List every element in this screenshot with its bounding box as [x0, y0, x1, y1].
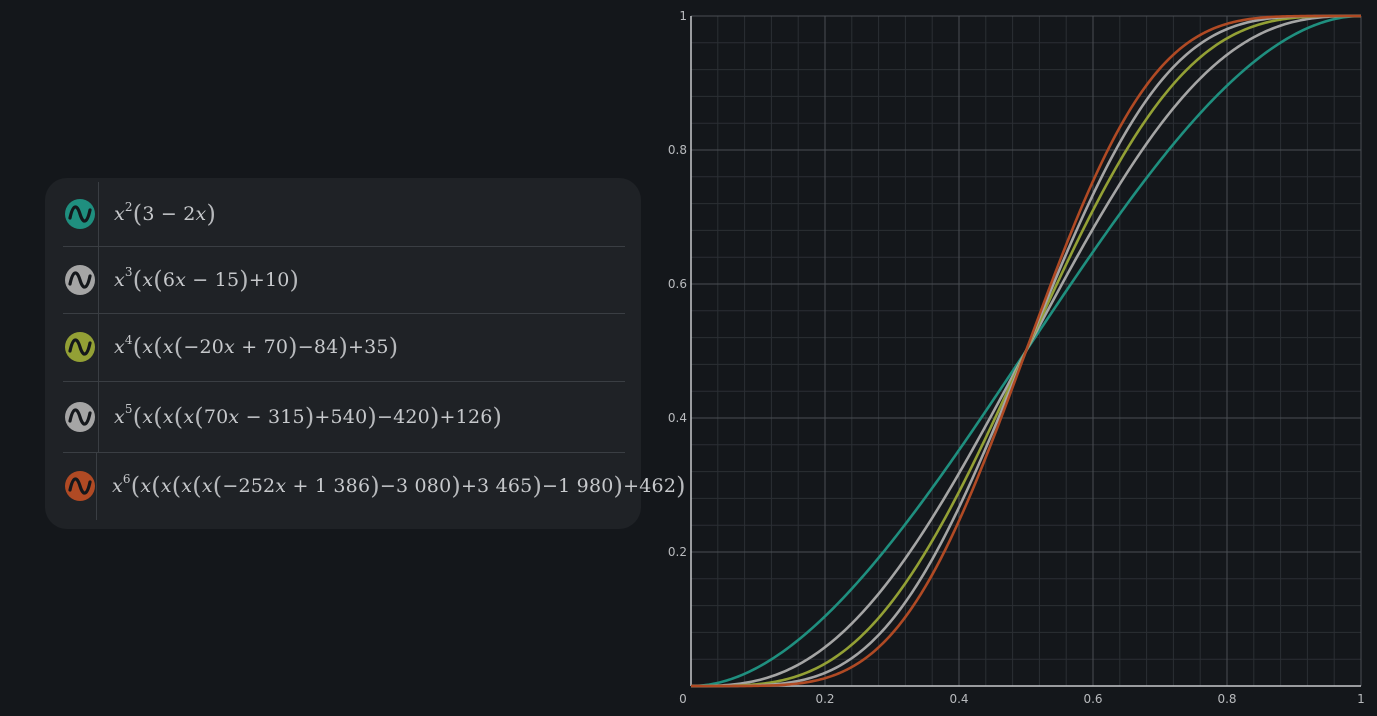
expression-row[interactable]: x5(x(x(x(70x − 315)+540)−420)+126) [63, 381, 625, 453]
series-line [691, 14, 1361, 688]
wave-icon[interactable] [64, 264, 96, 296]
expression-row[interactable]: x6(x(x(x(x(−252x + 1 386)−3 080)+3 465)−… [63, 452, 686, 520]
expression-icon-cell[interactable] [63, 313, 99, 381]
series-line [690, 14, 1362, 688]
x-tick-label: 1 [1357, 692, 1365, 706]
series-line [691, 14, 1361, 688]
expression-icon-cell[interactable] [63, 452, 97, 520]
expression-formula[interactable]: x4(x(x(−20x + 70)−84)+35) [114, 332, 399, 361]
expression-row[interactable]: x4(x(x(−20x + 70)−84)+35) [63, 313, 625, 382]
x-tick-label: 0.4 [949, 692, 968, 706]
y-tick-label: 1 [679, 9, 687, 23]
y-tick-label: 0.2 [668, 545, 687, 559]
expression-formula[interactable]: x6(x(x(x(x(−252x + 1 386)−3 080)+3 465)−… [112, 471, 686, 500]
expression-formula[interactable]: x2(3 − 2x) [114, 199, 217, 228]
expression-list-panel: x2(3 − 2x) x3(x(6x − 15)+10) x4(x(x(−20x… [45, 178, 686, 529]
wave-icon[interactable] [64, 198, 96, 230]
wave-icon[interactable] [64, 401, 96, 433]
wave-icon[interactable] [64, 331, 96, 363]
x-tick-label: 0.2 [815, 692, 834, 706]
y-tick-label: 0.4 [668, 411, 687, 425]
expression-formula[interactable]: x3(x(6x − 15)+10) [114, 265, 300, 294]
x-tick-label: 0.8 [1217, 692, 1236, 706]
y-tick-label: 0.6 [668, 277, 687, 291]
y-tick-label: 0.8 [668, 143, 687, 157]
expression-row[interactable]: x3(x(6x − 15)+10) [63, 246, 625, 314]
x-tick-label: 0.6 [1083, 692, 1102, 706]
x-tick-label: 0 [679, 692, 687, 706]
expression-icon-cell[interactable] [63, 182, 99, 246]
expression-formula[interactable]: x5(x(x(x(70x − 315)+540)−420)+126) [114, 402, 503, 431]
expression-icon-cell[interactable] [63, 381, 99, 452]
series-line [691, 14, 1361, 688]
expression-icon-cell[interactable] [63, 246, 99, 313]
series-line [691, 14, 1361, 688]
wave-icon[interactable] [64, 470, 96, 502]
expression-row[interactable]: x2(3 − 2x) [63, 182, 625, 247]
